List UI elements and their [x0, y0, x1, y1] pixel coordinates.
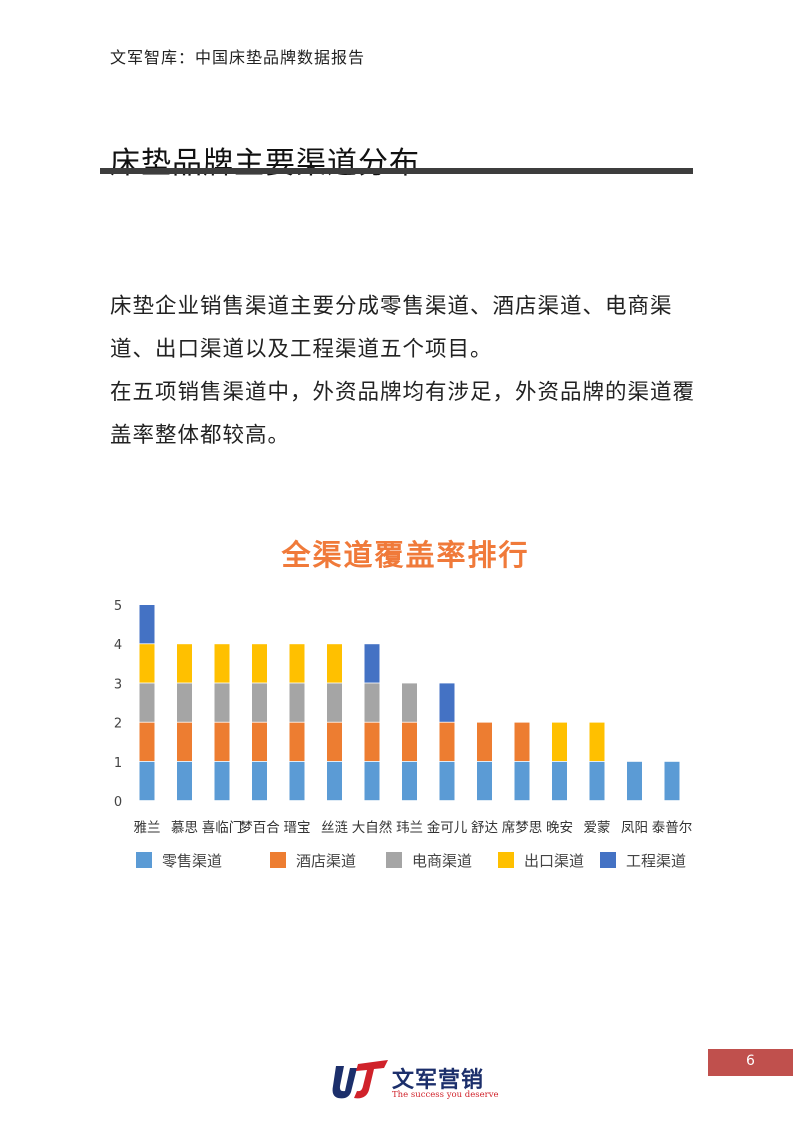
- bar-segment: [402, 683, 417, 722]
- bar-segment: [552, 761, 567, 801]
- bar-segment: [552, 722, 567, 761]
- x-category-label: 爱蒙: [584, 820, 611, 836]
- legend-label: 出口渠道: [524, 852, 585, 870]
- x-category-label: 席梦思: [502, 820, 543, 836]
- bar-segment: [289, 761, 305, 801]
- bar-segment: [252, 644, 267, 683]
- bar-segment: [139, 722, 155, 761]
- x-category-label: 金可儿: [427, 820, 468, 836]
- bar-segment: [214, 761, 230, 801]
- bar-segment: [252, 722, 267, 761]
- legend-label: 酒店渠道: [296, 852, 357, 870]
- legend-swatch: [600, 852, 616, 868]
- bar-segment: [327, 644, 342, 683]
- y-tick-label: 0: [114, 795, 122, 810]
- legend-swatch: [136, 852, 152, 868]
- chart-title: 全渠道覆盖率排行: [281, 538, 530, 572]
- bar-segment: [289, 722, 305, 761]
- x-category-label: 凤阳: [621, 820, 648, 836]
- bar-segment: [177, 761, 192, 801]
- x-category-label: 晚安: [546, 820, 573, 836]
- bar-segment: [514, 722, 530, 761]
- legend-label: 零售渠道: [162, 852, 223, 870]
- y-tick-label: 5: [114, 599, 122, 614]
- x-category-label: 喜临门: [202, 820, 243, 836]
- x-category-label: 雅兰: [134, 820, 161, 836]
- bar-segment: [252, 683, 267, 722]
- bar-segment: [402, 761, 417, 801]
- bar-segment: [627, 761, 642, 801]
- bar-segment: [177, 722, 192, 761]
- bar-segment: [177, 644, 192, 683]
- chart-canvas: 0 1 2 3 4 5 雅兰 慕思 喜临门梦百合 瑨宝 丝涟 大自然 玮兰 金可儿 舒达 席梦思 晚安 爱蒙 凤阳泰…: [114, 599, 693, 836]
- x-category-label: 瑨宝: [284, 820, 311, 836]
- x-category-label: 舒达: [471, 820, 498, 836]
- bar-segment: [439, 683, 455, 722]
- y-tick-label: 3: [114, 677, 122, 692]
- logo-wordmark: 文军营销: [392, 1068, 485, 1093]
- bar-segment: [139, 605, 155, 644]
- bar-segment: [327, 761, 342, 801]
- bar-segment: [477, 722, 492, 761]
- bar-segment: [214, 722, 230, 761]
- body-paragraph-1: 床垫企业销售渠道主要分成零售渠道、酒店渠道、电商渠道、出口渠道以及工程渠道五个项…: [110, 294, 673, 362]
- channel-coverage-chart: 0 1 2 3 4 5 雅兰 慕思 喜临门 梦百合 瑨宝 丝涟 大自然 玮兰 金可儿 舒达 席梦思 晚安 爱蒙 凤阳泰…: [108, 520, 703, 880]
- x-category-label: 丝涟: [321, 820, 348, 836]
- body-paragraph-2: 在五项销售渠道中，外资品牌均有涉足，外资品牌的渠道覆盖率整体都较高。: [110, 380, 696, 448]
- bar-segment: [327, 722, 342, 761]
- y-tick-label: 4: [114, 638, 122, 653]
- bar-segment: [364, 644, 380, 683]
- bar-segment: [177, 683, 192, 722]
- legend-label: 电商渠道: [412, 852, 473, 870]
- x-category-label: 大自然: [352, 819, 393, 836]
- bar-segment: [589, 722, 605, 761]
- bar-segment: [214, 644, 230, 683]
- bar-segment: [364, 722, 380, 761]
- bar-segment: [252, 761, 267, 801]
- bar-segment: [289, 683, 305, 722]
- legend-swatch: [386, 852, 402, 868]
- legend-swatch: [498, 852, 514, 868]
- y-tick-label: 1: [114, 756, 122, 771]
- wj-logo-icon: [332, 1060, 388, 1099]
- bar-segment: [139, 644, 155, 683]
- bar-segment: [139, 683, 155, 722]
- title-divider: [100, 168, 693, 174]
- x-category-label: 梦百合: [239, 820, 280, 836]
- footer-logo: 文军营销 The success you deserve: [330, 1058, 500, 1103]
- bar-segment: [477, 761, 492, 801]
- page-number-badge: 6: [708, 1049, 793, 1076]
- bar-segment: [364, 683, 380, 722]
- page-title: 床垫品牌主要渠道分布: [110, 146, 420, 182]
- bar-segment: [364, 761, 380, 801]
- chart-legend: 零售渠道 酒店渠道 电商渠道 出口渠道 工程渠道: [136, 850, 706, 872]
- bar-segment: [439, 722, 455, 761]
- logo-slogan: The success you deserve: [392, 1090, 499, 1100]
- bar-segment: [514, 761, 530, 801]
- bar-segment: [214, 683, 230, 722]
- bar-segment: [139, 761, 155, 801]
- y-tick-label: 2: [114, 717, 122, 732]
- bar-segment: [327, 683, 342, 722]
- bar-segment: [289, 644, 305, 683]
- bar-segment: [589, 761, 605, 801]
- bar-segment: [664, 761, 680, 801]
- x-category-label: 泰普尔: [652, 820, 693, 836]
- running-header: 文军智库：中国床垫品牌数据报告: [110, 48, 366, 67]
- bar-segment: [439, 761, 455, 801]
- legend-swatch: [270, 852, 286, 868]
- bar-segment: [402, 722, 417, 761]
- x-category-label: 玮兰: [396, 820, 423, 836]
- x-category-label: 慕思: [171, 820, 198, 836]
- legend-label: 工程渠道: [626, 852, 687, 870]
- page-number: 6: [746, 1053, 755, 1069]
